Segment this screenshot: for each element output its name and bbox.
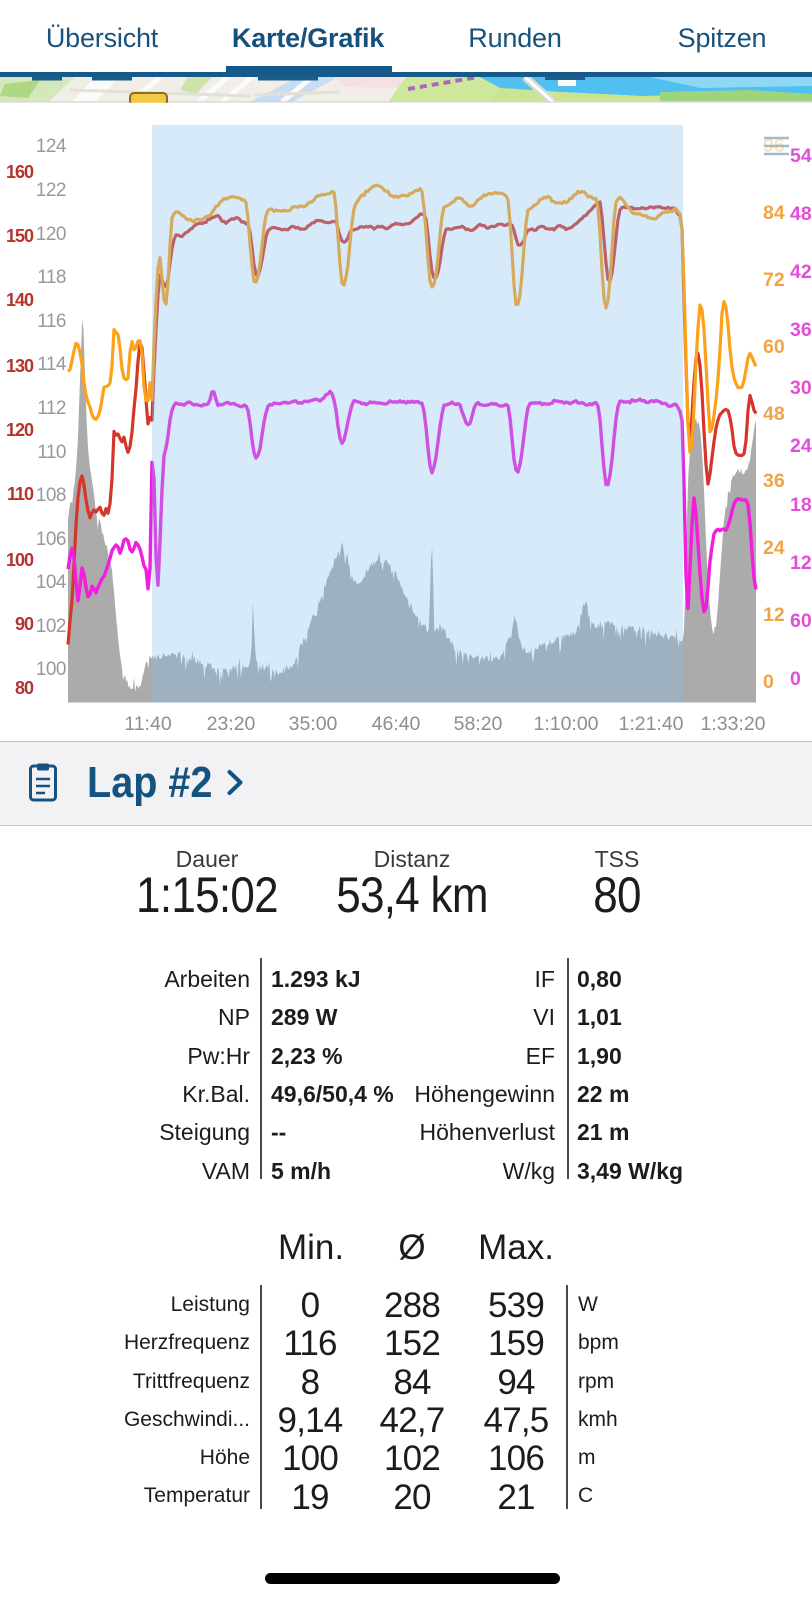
svg-text:110: 110 — [37, 442, 66, 463]
svg-text:106: 106 — [36, 529, 66, 550]
svg-text:160: 160 — [6, 162, 34, 182]
svg-text:300: 300 — [790, 377, 812, 399]
svg-text:124: 124 — [36, 136, 67, 157]
svg-text:180: 180 — [790, 494, 812, 516]
svg-text:60: 60 — [790, 610, 812, 632]
svg-text:120: 120 — [790, 552, 812, 574]
svg-text:140: 140 — [6, 290, 34, 310]
svg-text:84: 84 — [763, 202, 785, 224]
svg-text:48: 48 — [763, 403, 785, 425]
svg-text:0: 0 — [763, 671, 774, 693]
svg-text:118: 118 — [37, 267, 66, 288]
svg-text:120: 120 — [6, 420, 34, 440]
svg-text:80: 80 — [15, 678, 34, 698]
svg-text:100: 100 — [6, 550, 34, 570]
svg-text:420: 420 — [790, 261, 812, 283]
svg-text:12: 12 — [763, 604, 785, 626]
svg-text:480: 480 — [790, 203, 812, 225]
svg-text:11:40: 11:40 — [124, 713, 172, 735]
svg-text:60: 60 — [763, 336, 785, 358]
svg-text:1:10:00: 1:10:00 — [533, 713, 598, 735]
svg-text:1:21:40: 1:21:40 — [618, 713, 683, 735]
svg-text:360: 360 — [790, 319, 812, 341]
svg-text:130: 130 — [6, 356, 34, 376]
svg-text:96: 96 — [763, 135, 785, 157]
svg-text:540: 540 — [790, 145, 812, 167]
svg-text:46:40: 46:40 — [372, 713, 421, 735]
svg-text:110: 110 — [7, 484, 34, 504]
svg-text:102: 102 — [36, 616, 66, 637]
svg-text:0: 0 — [790, 668, 801, 690]
svg-text:72: 72 — [763, 269, 785, 291]
svg-text:23:20: 23:20 — [207, 713, 256, 735]
svg-text:36: 36 — [763, 470, 785, 492]
svg-text:112: 112 — [37, 398, 66, 419]
svg-text:100: 100 — [36, 659, 66, 680]
svg-text:24: 24 — [763, 537, 785, 559]
svg-text:114: 114 — [37, 354, 67, 375]
svg-text:90: 90 — [15, 614, 34, 634]
svg-text:122: 122 — [36, 180, 66, 201]
svg-text:35:00: 35:00 — [289, 713, 338, 735]
svg-text:108: 108 — [36, 485, 66, 506]
svg-text:150: 150 — [6, 226, 34, 246]
svg-text:58:20: 58:20 — [454, 713, 503, 735]
svg-text:116: 116 — [37, 311, 66, 332]
svg-text:104: 104 — [36, 572, 67, 593]
svg-text:120: 120 — [36, 224, 66, 245]
svg-text:240: 240 — [790, 435, 812, 457]
svg-text:1:33:20: 1:33:20 — [700, 713, 765, 735]
